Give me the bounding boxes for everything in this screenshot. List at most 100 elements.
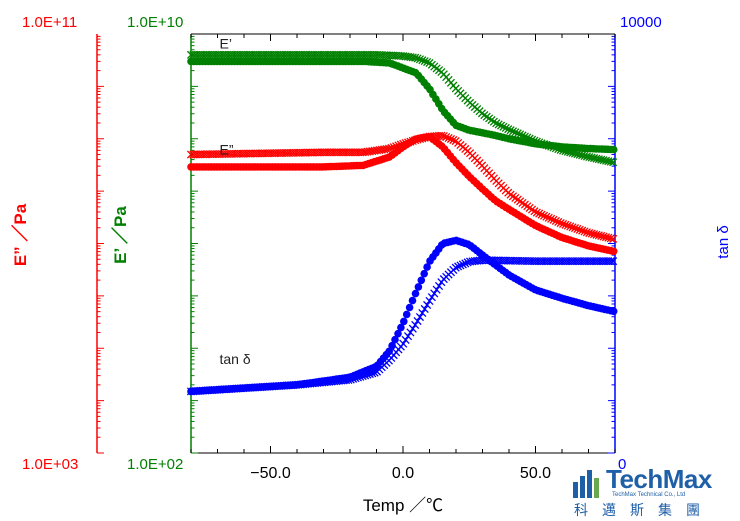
data-point [420,133,429,142]
tan-delta-min-label: 0 [618,456,626,473]
data-point [513,129,522,138]
x-axis-label: Temp ／℃ [363,496,443,515]
data-point [580,151,589,160]
data-point [418,134,427,143]
e-double-prime-axis-title: E” ／Pa [10,203,30,266]
data-point [609,247,618,256]
data-point [551,216,560,225]
data-point [408,53,417,62]
data-point [349,374,358,383]
data-point [570,149,580,158]
data-point [578,226,587,235]
x-tick-label: 50.0 [520,465,551,482]
data-point [413,135,422,144]
data-point [402,310,411,319]
data-point [504,125,513,134]
data-point [401,335,410,344]
data-point [590,154,599,163]
data-point [389,143,398,152]
data-point [559,219,568,229]
data-point [363,370,372,379]
data-point [525,134,534,143]
x-tick-label: 0.0 [392,465,414,482]
data-point [396,140,405,149]
data-point [413,54,422,63]
data-point [449,135,458,145]
e-prime-min-label: 1.0E+02 [127,456,183,473]
data-point [568,223,577,232]
data-point [414,283,423,291]
data-point [566,148,575,157]
data-point [554,217,563,227]
data-point [423,57,432,67]
data-point [582,228,591,237]
data-point [559,146,568,155]
data-point [561,220,570,229]
data-point [420,269,429,278]
data-point [415,312,425,322]
data-point [430,289,439,298]
data-point [361,371,370,380]
data-point [575,150,584,159]
data-point [508,127,518,136]
data-point [585,228,594,238]
data-point [353,373,363,382]
series-3 [186,131,618,243]
e-double-prime-max-label: 1.0E+11 [22,14,77,31]
data-point [494,120,503,129]
data-point [542,212,551,221]
data-point [496,121,506,130]
data-point [575,225,584,234]
data-point [388,341,396,350]
data-point [609,234,618,243]
data-point [547,142,556,151]
data-point [344,375,353,384]
data-point [346,375,355,384]
curve-annotation: E” [220,142,234,158]
data-point [408,136,417,145]
data-point [420,304,429,314]
data-point [592,154,601,163]
data-point [425,296,434,306]
data-point [563,221,572,230]
data-point [356,372,365,381]
data-point [563,147,572,156]
data-point [511,128,520,137]
data-point [411,136,420,145]
data-point [547,214,556,223]
data-point [365,369,374,379]
tan-delta-max-label: 10000 [620,14,662,31]
data-point [399,339,408,348]
data-point [544,213,553,222]
data-point [594,155,603,164]
data-point [568,148,577,158]
data-point [492,119,501,128]
data-point [444,133,453,143]
data-point [382,144,391,154]
logo-chinese: 科邁斯集團 [574,503,714,519]
data-point [535,209,544,218]
data-point [456,261,465,270]
series-5 [186,256,618,396]
data-point [597,231,606,241]
data-point [609,158,618,167]
data-point [570,224,580,233]
data-point [501,123,510,133]
data-point [604,157,613,166]
data-point [556,218,565,228]
data-point [544,141,553,150]
data-point [401,138,410,148]
data-point [399,139,408,148]
techmax-logo: TechMax TechMax Technical Co., Ltd 科邁斯集團 [572,464,736,519]
data-point [408,324,417,333]
data-point [415,55,425,64]
data-point [463,258,472,267]
data-point [532,208,541,217]
data-point [587,229,596,238]
data-point [542,140,551,149]
data-point [387,143,396,153]
data-point [539,140,549,149]
data-point [582,152,591,161]
e-double-prime-min-label: 1.0E+03 [22,456,78,473]
data-point [532,137,541,146]
